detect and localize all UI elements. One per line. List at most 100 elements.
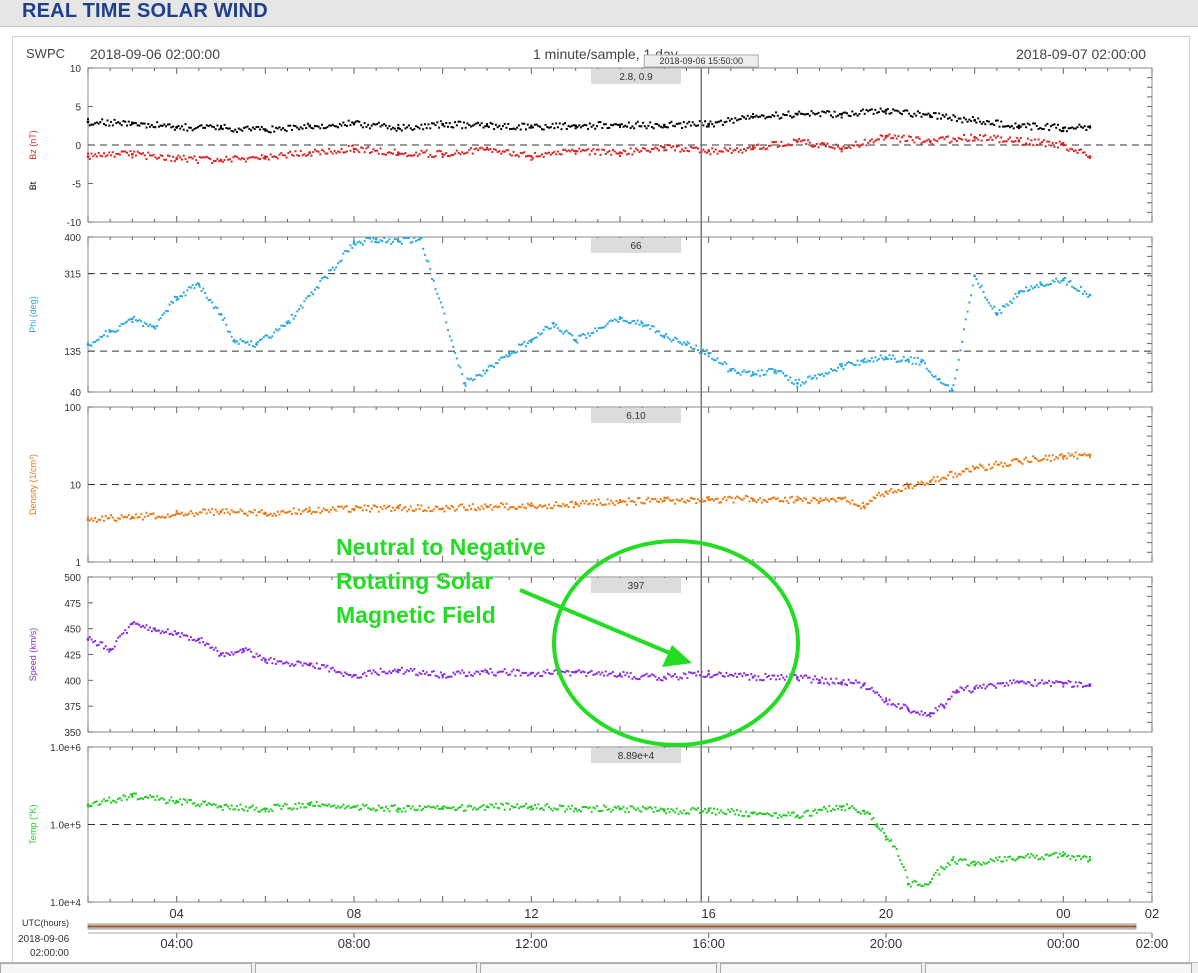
data-point bbox=[611, 148, 614, 151]
data-point bbox=[564, 122, 567, 125]
data-point bbox=[396, 126, 400, 130]
data-point bbox=[445, 806, 448, 809]
data-point bbox=[416, 238, 419, 241]
data-point bbox=[441, 122, 445, 126]
data-point bbox=[262, 512, 265, 515]
data-point bbox=[88, 805, 91, 808]
data-point bbox=[1028, 681, 1031, 684]
data-point bbox=[347, 119, 350, 122]
data-point bbox=[468, 124, 471, 127]
data-point bbox=[961, 470, 964, 473]
data-point bbox=[532, 338, 535, 341]
data-point bbox=[471, 503, 474, 506]
data-point bbox=[487, 672, 490, 675]
data-point bbox=[283, 154, 286, 157]
data-point bbox=[991, 307, 994, 310]
data-point bbox=[723, 675, 726, 678]
data-point bbox=[934, 871, 937, 874]
data-point bbox=[613, 504, 616, 507]
data-point bbox=[872, 360, 875, 363]
data-point bbox=[1005, 125, 1008, 128]
data-point bbox=[688, 671, 691, 674]
data-point bbox=[470, 147, 473, 150]
data-point bbox=[519, 805, 522, 808]
data-point bbox=[1014, 292, 1017, 295]
data-point bbox=[613, 123, 616, 126]
data-point bbox=[803, 811, 806, 814]
data-point bbox=[931, 712, 934, 715]
data-point bbox=[147, 628, 150, 631]
data-point bbox=[141, 152, 144, 155]
data-point bbox=[947, 862, 950, 865]
data-point bbox=[250, 129, 253, 132]
data-point bbox=[255, 652, 258, 655]
data-point bbox=[856, 811, 859, 814]
data-point bbox=[698, 151, 701, 154]
data-point bbox=[269, 656, 272, 659]
data-point bbox=[473, 672, 476, 675]
data-point bbox=[952, 384, 955, 387]
data-point bbox=[548, 503, 551, 506]
data-point bbox=[659, 144, 662, 147]
data-point bbox=[771, 496, 774, 499]
data-point bbox=[643, 147, 646, 150]
data-point bbox=[1064, 144, 1067, 147]
data-point bbox=[1021, 856, 1024, 859]
data-point bbox=[153, 627, 156, 631]
data-point bbox=[455, 124, 458, 127]
data-point bbox=[1057, 457, 1060, 460]
data-point bbox=[312, 804, 315, 807]
data-point bbox=[388, 670, 391, 673]
data-point bbox=[860, 144, 863, 147]
data-point bbox=[344, 124, 347, 127]
data-point bbox=[604, 670, 607, 673]
data-point bbox=[1078, 289, 1081, 292]
data-point bbox=[278, 513, 281, 516]
data-point bbox=[1053, 280, 1056, 283]
data-point bbox=[280, 510, 283, 513]
data-point bbox=[431, 277, 434, 280]
tab-5[interactable] bbox=[925, 963, 1192, 973]
data-point bbox=[184, 634, 187, 637]
tab-1[interactable] bbox=[0, 963, 252, 973]
data-point bbox=[581, 149, 584, 152]
data-point bbox=[869, 139, 872, 142]
data-point bbox=[581, 806, 584, 809]
data-point bbox=[732, 367, 735, 370]
data-point bbox=[101, 515, 104, 518]
data-point bbox=[152, 512, 155, 515]
data-point bbox=[1023, 143, 1026, 146]
readout-box-0 bbox=[591, 69, 681, 84]
data-point bbox=[129, 150, 132, 153]
data-point bbox=[728, 673, 731, 676]
data-point bbox=[140, 320, 143, 323]
tab-3[interactable] bbox=[480, 963, 717, 973]
data-point bbox=[246, 125, 249, 128]
data-point bbox=[533, 675, 536, 678]
data-point bbox=[1067, 679, 1070, 682]
tab-2[interactable] bbox=[255, 963, 477, 973]
data-point bbox=[273, 803, 276, 806]
data-point bbox=[345, 250, 348, 253]
data-point bbox=[124, 321, 127, 324]
data-point bbox=[1026, 681, 1029, 684]
data-point bbox=[615, 319, 618, 322]
data-point bbox=[924, 484, 927, 487]
data-point bbox=[166, 513, 169, 516]
data-point bbox=[262, 807, 265, 810]
data-point bbox=[462, 671, 465, 674]
data-point bbox=[673, 125, 676, 128]
data-point bbox=[393, 238, 396, 241]
data-point bbox=[379, 505, 382, 508]
data-point bbox=[448, 807, 451, 810]
data-point bbox=[501, 150, 504, 153]
data-point bbox=[572, 506, 575, 509]
data-point bbox=[867, 502, 870, 505]
data-point bbox=[830, 367, 833, 370]
data-point bbox=[129, 123, 132, 126]
data-point bbox=[216, 649, 219, 652]
data-point bbox=[895, 137, 898, 140]
cursor-time-box bbox=[643, 54, 759, 68]
tab-4[interactable] bbox=[720, 963, 922, 973]
